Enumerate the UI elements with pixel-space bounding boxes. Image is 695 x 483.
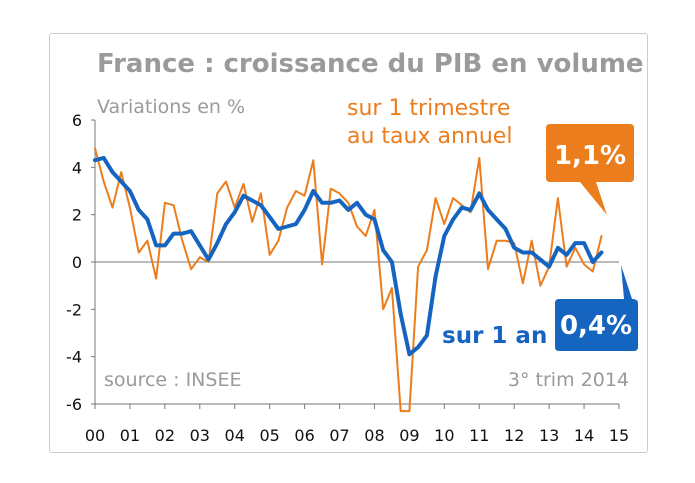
orange-series-label-line2: au taux annuel	[347, 124, 512, 149]
x-tick-label: 12	[504, 426, 524, 445]
x-tick-label: 10	[434, 426, 454, 445]
period-note: 3° trim 2014	[508, 369, 629, 391]
y-tick-label: -6	[66, 395, 82, 414]
series-layer	[93, 147, 604, 413]
x-tick-label: 04	[225, 426, 245, 445]
blue-callout-value: 0,4%	[560, 311, 632, 341]
y-tick-label: 4	[72, 158, 82, 177]
y-tick-labels: 6 4 2 0 -2 -4 -6	[66, 111, 82, 414]
orange-series-label-line1: sur 1 trimestre	[347, 96, 510, 121]
x-tick-label: 05	[259, 426, 279, 445]
x-tick-label: 08	[364, 426, 384, 445]
series-line-quarterly	[94, 147, 603, 413]
orange-callout-bubble	[546, 124, 634, 215]
blue-callout: 0,4%	[555, 265, 638, 351]
y-tick-label: 6	[72, 111, 82, 130]
x-tick-labels: 00 01 02 03 04 05 06 07 08 09 10 11 12 13 14 15	[85, 426, 629, 445]
x-tick-label: 15	[609, 426, 629, 445]
x-tick-label: 00	[85, 426, 105, 445]
orange-callout: 1,1%	[546, 124, 634, 215]
y-tick-label: -2	[66, 300, 82, 319]
x-tick-label: 07	[329, 426, 349, 445]
x-tick-label: 09	[399, 426, 419, 445]
blue-series-label: sur 1 an	[442, 323, 547, 349]
x-tick-label: 14	[574, 426, 594, 445]
x-tick-label: 11	[469, 426, 489, 445]
x-tick-label: 06	[294, 426, 314, 445]
source-note: source : INSEE	[104, 369, 241, 391]
axes	[91, 119, 620, 409]
x-tick-label: 01	[120, 426, 140, 445]
x-tick-label: 03	[190, 426, 210, 445]
series-line-annual	[93, 155, 604, 357]
y-tick-label: 0	[72, 253, 82, 272]
y-tick-label: -4	[66, 348, 82, 367]
y-tick-label: 2	[72, 206, 82, 225]
x-tick-label: 13	[539, 426, 559, 445]
chart-title: France : croissance du PIB en volume	[97, 49, 644, 79]
y-axis-label: Variations en %	[97, 96, 245, 118]
blue-callout-bubble	[555, 265, 638, 351]
x-tick-label: 02	[155, 426, 175, 445]
orange-callout-value: 1,1%	[554, 141, 626, 171]
